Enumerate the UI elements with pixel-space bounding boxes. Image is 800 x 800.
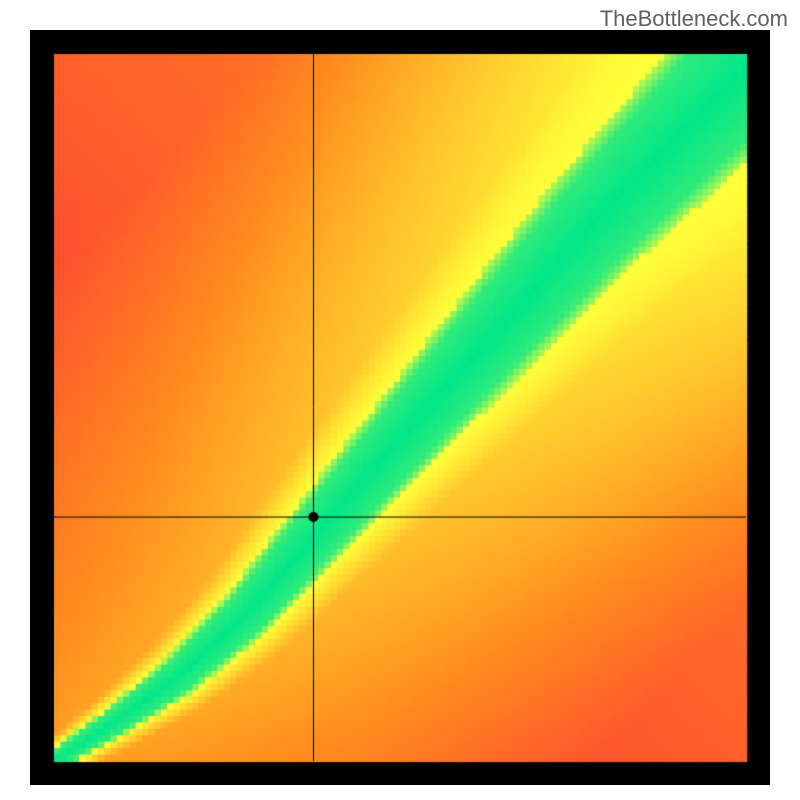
watermark-text: TheBottleneck.com	[600, 6, 788, 32]
heatmap-canvas	[30, 30, 770, 785]
chart-frame	[30, 30, 770, 785]
chart-container: TheBottleneck.com	[0, 0, 800, 800]
